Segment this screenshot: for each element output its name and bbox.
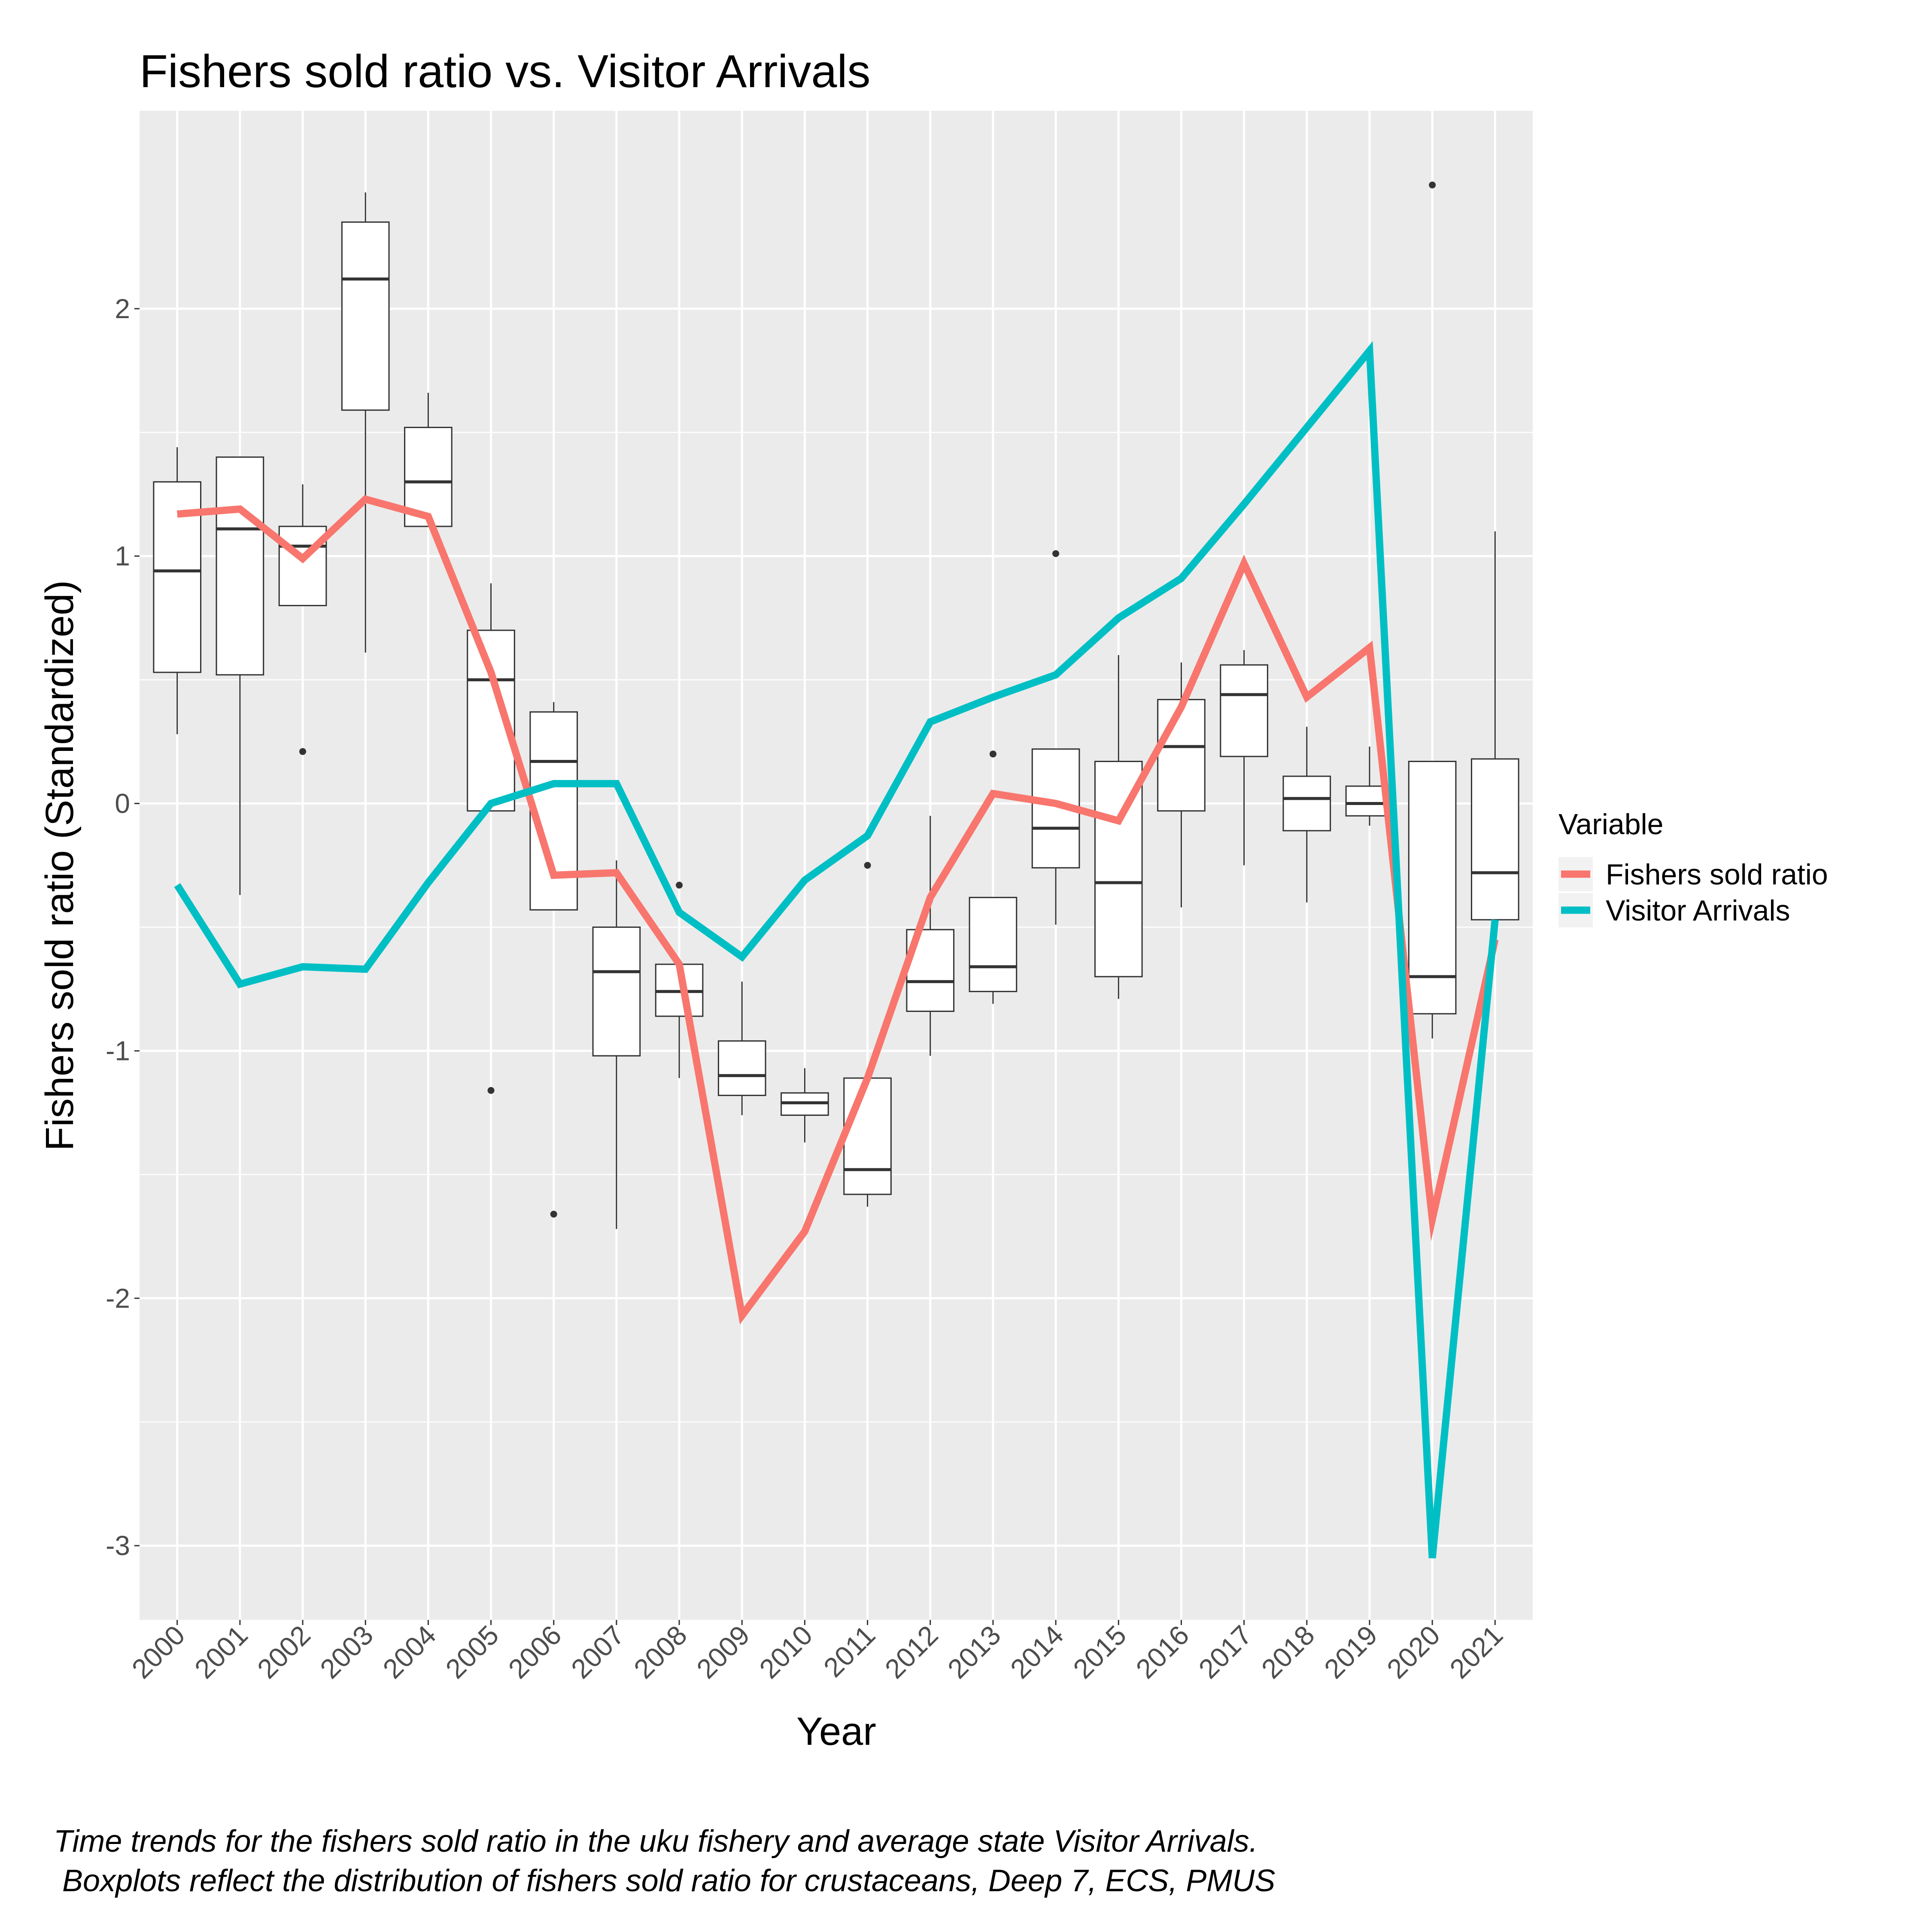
boxplot-box (1157, 699, 1206, 812)
boxplot-box (843, 1077, 892, 1195)
x-tick-label: 2014 (1004, 1619, 1069, 1685)
boxplot-2016 (1157, 662, 1206, 908)
y-tick-label: -2 (106, 1283, 130, 1314)
y-tick-label: 0 (115, 788, 130, 819)
y-tick-label: -1 (106, 1036, 130, 1066)
x-tick-label: 2004 (377, 1619, 442, 1685)
boxplot-outlier (299, 748, 307, 755)
x-tick-label: 2015 (1067, 1619, 1133, 1685)
boxplot-box (341, 221, 390, 411)
x-tick-label: 2002 (251, 1619, 316, 1685)
boxplot-box (592, 927, 641, 1057)
x-axis: 2000200120022003200420052006200720082009… (126, 1619, 1509, 1685)
boxplot-box (1470, 758, 1519, 920)
boxplot-outlier (989, 750, 996, 758)
y-tick-label: 1 (115, 541, 130, 571)
boxplot-2011 (843, 862, 892, 1207)
x-axis-title: Year (796, 1710, 876, 1753)
x-tick-label: 2012 (879, 1619, 944, 1685)
series-lines (174, 341, 1499, 1558)
boxplot-box (717, 1040, 766, 1096)
caption: Time trends for the fishers sold ratio i… (54, 1824, 1275, 1898)
x-tick-label: 2013 (942, 1619, 1007, 1685)
x-tick-label: 2005 (440, 1619, 505, 1685)
boxplot-box (1220, 664, 1268, 757)
chart-title: Fishers sold ratio vs. Visitor Arrivals (140, 45, 870, 97)
x-tick-label: 2019 (1318, 1619, 1383, 1685)
boxplot-2018 (1282, 726, 1331, 902)
x-tick-label: 2001 (188, 1619, 254, 1685)
y-axis: 2 1 0 -1 -2 -3 (106, 293, 140, 1561)
boxplots (153, 181, 1519, 1229)
x-tick-label: 2017 (1193, 1619, 1258, 1685)
x-tick-label: 2003 (314, 1619, 380, 1685)
boxplot-2020 (1408, 181, 1457, 1039)
legend-title: Variable (1558, 808, 1663, 841)
boxplot-2009 (717, 981, 766, 1115)
series-line-visitor-arrivals (174, 341, 1499, 1558)
boxplot-outlier (1429, 181, 1436, 188)
x-tick-label: 2008 (628, 1619, 693, 1685)
boxplot-2017 (1220, 650, 1268, 866)
boxplot-2001 (216, 456, 264, 895)
series-line-fishers-sold-ratio (177, 495, 1499, 1325)
x-tick-label: 2020 (1381, 1619, 1446, 1685)
boxplot-2003 (341, 192, 390, 653)
caption-line-2: Boxplots reflect the distribution of fis… (54, 1864, 1275, 1898)
y-axis-title: Fishers sold ratio (Standardized) (38, 580, 82, 1151)
y-tick-label: 2 (115, 293, 130, 324)
x-tick-label: 2000 (126, 1619, 191, 1685)
boxplot-2021 (1470, 531, 1519, 920)
boxplot-outlier (1052, 550, 1060, 557)
x-tick-label: 2009 (691, 1619, 756, 1685)
boxplot-outlier (864, 862, 871, 869)
boxplot-2013 (969, 750, 1018, 1004)
boxplot-outlier (550, 1210, 557, 1218)
boxplot-outlier (487, 1087, 495, 1094)
boxplot-box (969, 896, 1018, 992)
legend-label: Fishers sold ratio (1606, 858, 1828, 891)
boxplot-box (1408, 760, 1457, 1015)
legend-label: Visitor Arrivals (1606, 894, 1790, 927)
boxplot-box (1282, 775, 1331, 832)
x-tick-label: 2018 (1255, 1619, 1321, 1685)
boxplot-2010 (781, 1068, 829, 1142)
x-tick-label: 2010 (753, 1619, 819, 1685)
grid-lines (140, 111, 1533, 1620)
x-tick-label: 2021 (1444, 1619, 1509, 1685)
boxplot-outlier (676, 881, 683, 889)
x-tick-label: 2006 (502, 1619, 568, 1685)
boxplot-box (216, 456, 264, 676)
legend-item: Fishers sold ratio (1558, 857, 1828, 891)
caption-line-1: Time trends for the fishers sold ratio i… (54, 1824, 1258, 1859)
x-tick-label: 2011 (817, 1619, 881, 1683)
x-tick-label: 2016 (1130, 1619, 1195, 1685)
x-tick-label: 2007 (565, 1619, 630, 1685)
legend-item: Visitor Arrivals (1558, 893, 1790, 927)
y-tick-label: -3 (106, 1530, 130, 1561)
